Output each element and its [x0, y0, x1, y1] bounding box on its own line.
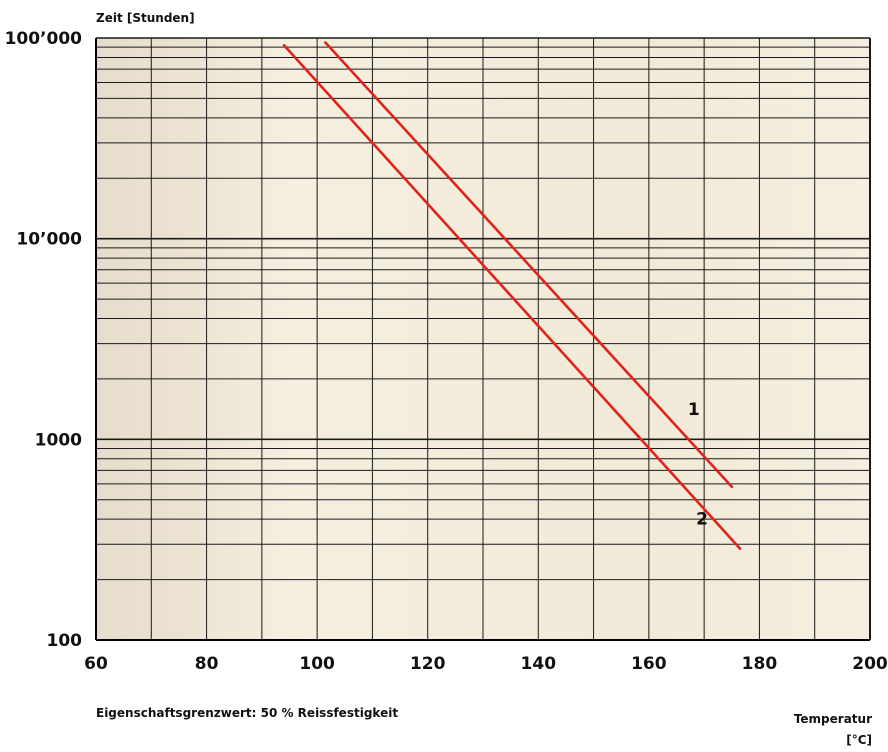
- x-tick-label: 80: [195, 654, 219, 674]
- x-axis-label: Temperatur: [794, 712, 872, 726]
- x-tick-label: 60: [84, 654, 108, 674]
- series-label-1: 1: [688, 400, 700, 420]
- y-tick-labels: 100 1000 10’000 100’000: [5, 29, 83, 651]
- x-tick-label: 120: [410, 654, 446, 674]
- series-lines: 12: [282, 41, 742, 551]
- y-tick-label: 1000: [35, 430, 82, 450]
- footnote: Eigenschaftsgrenzwert: 50 % Reissfestigk…: [96, 706, 398, 720]
- x-tick-label: 160: [631, 654, 667, 674]
- series-label-2: 2: [696, 510, 708, 530]
- grid: [95, 37, 871, 641]
- x-axis-unit: [°C]: [846, 733, 872, 747]
- y-axis-label: Zeit [Stunden]: [96, 11, 195, 25]
- y-tick-label: 100’000: [5, 29, 83, 49]
- x-tick-label: 200: [852, 654, 888, 674]
- x-tick-label: 140: [521, 654, 557, 674]
- x-tick-label: 180: [742, 654, 778, 674]
- x-tick-labels: 60 80 100 120 140 160 180 200: [84, 654, 888, 674]
- series-line-2: [282, 43, 742, 551]
- x-tick-label: 100: [299, 654, 335, 674]
- series-line-1: [324, 41, 734, 489]
- y-tick-label: 100: [47, 631, 83, 651]
- y-tick-label: 10’000: [16, 230, 82, 250]
